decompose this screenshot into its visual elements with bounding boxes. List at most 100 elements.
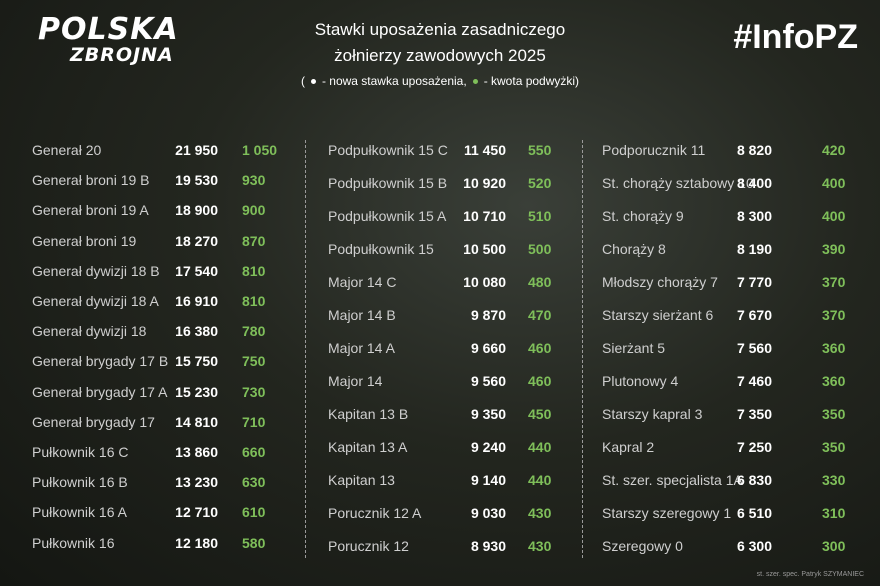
dot	[472, 79, 478, 85]
raise: 750	[242, 353, 266, 370]
raise: 780	[242, 323, 266, 340]
raise: 1 050	[242, 142, 278, 158]
rank: Szeregowy 0	[602, 538, 683, 554]
raise: 390	[822, 241, 846, 257]
raise: 870	[242, 232, 266, 249]
rank: Generał dywizji 18 B	[32, 262, 160, 279]
rank: Major 14 C	[328, 274, 397, 290]
raise: 400	[822, 175, 846, 191]
raise: 330	[822, 472, 846, 488]
salary: 8 400	[736, 175, 772, 191]
rank: Pułkownik 16	[32, 534, 115, 551]
salary: 16 910	[175, 293, 218, 309]
title: Stawki uposażenia zasadniczego	[314, 20, 566, 39]
salary: 6 510	[736, 505, 772, 521]
dot	[310, 79, 316, 85]
salary: 9 870	[470, 307, 506, 323]
rank: Chorąży 8	[602, 241, 666, 257]
logo: ZBROJNA	[70, 44, 174, 66]
rank: Generał dywizji 18 A	[32, 293, 159, 309]
salary: 13 230	[175, 474, 218, 491]
rank: Plutonowy 4	[602, 373, 679, 389]
raise: 580	[242, 534, 266, 551]
raise: 370	[822, 274, 846, 290]
rank: Starszy szeregowy 1	[602, 505, 732, 521]
rank: Sierżant 5	[602, 340, 666, 356]
rank: Generał broni 19	[32, 232, 137, 249]
rank: Pułkownik 16 C	[32, 444, 129, 460]
salary: 19 530	[175, 172, 218, 189]
salary: 18 900	[175, 202, 218, 219]
rank: Generał brygady 17	[32, 413, 155, 430]
rank: Generał 20	[32, 142, 102, 158]
salary: 7 560	[736, 340, 772, 356]
rank: Podpułkownik 15 C	[328, 142, 448, 158]
rank: Młodszy chorąży 7	[602, 274, 718, 290]
rank: St. chorąży 9	[602, 208, 684, 224]
rank: Generał brygady 17 B	[32, 353, 169, 370]
title: żołnierzy zawodowych 2025	[334, 46, 546, 65]
rank: Kapral 2	[602, 439, 655, 455]
raise: 360	[822, 340, 846, 356]
salary: 12 180	[175, 534, 218, 551]
salary: 21 950	[175, 142, 218, 158]
separator	[582, 140, 583, 558]
salary: 6 300	[736, 538, 772, 554]
raise: 810	[242, 262, 266, 279]
rank: Kapitan 13 B	[328, 406, 409, 422]
rank: Podpułkownik 15	[328, 241, 434, 257]
salary: 7 350	[736, 406, 772, 422]
logo: POLSKA	[38, 12, 179, 47]
rank: Starszy kapral 3	[602, 406, 703, 422]
legend-text: - nowa stawka uposażenia,	[321, 74, 467, 88]
raise: 630	[242, 474, 266, 491]
raise: 510	[528, 208, 552, 224]
rank: Major 14 B	[328, 307, 396, 323]
raise: 520	[528, 175, 552, 191]
rank: Porucznik 12	[328, 538, 409, 554]
raise: 440	[528, 472, 552, 488]
salary: 7 250	[736, 439, 772, 455]
raise: 930	[242, 172, 266, 189]
salary: 15 230	[175, 383, 218, 400]
rank: Podporucznik 11	[602, 142, 706, 158]
legend-text: (	[300, 74, 305, 88]
salary: 11 450	[463, 142, 506, 158]
rank: Pułkownik 16 B	[32, 474, 128, 491]
rank: Starszy sierżant 6	[602, 307, 714, 323]
rank: Major 14 A	[328, 340, 395, 356]
salary: 7 770	[736, 274, 772, 290]
hashtag: #InfoPZ	[733, 18, 858, 56]
salary: 10 710	[463, 208, 506, 224]
raise: 710	[242, 413, 266, 430]
raise: 370	[822, 307, 846, 323]
raise: 810	[242, 293, 266, 309]
raise: 470	[528, 307, 552, 323]
salary: 7 670	[736, 307, 772, 323]
salary: 7 460	[736, 373, 772, 389]
raise: 550	[528, 142, 552, 158]
salary: 9 350	[470, 406, 506, 422]
salary: 17 540	[175, 262, 218, 279]
rank: St. szer. specjalista 1A	[602, 472, 743, 488]
raise: 350	[822, 439, 846, 455]
raise: 300	[822, 538, 846, 554]
salary: 8 930	[470, 538, 506, 554]
raise: 360	[822, 373, 846, 389]
raise: 450	[528, 406, 552, 422]
raise: 350	[822, 406, 846, 422]
raise: 900	[242, 202, 266, 219]
salary: 9 560	[470, 373, 506, 389]
rank: Porucznik 12 A	[328, 505, 422, 521]
rank: Major 14	[328, 373, 383, 389]
raise: 480	[528, 274, 552, 290]
salary: 10 080	[463, 274, 506, 290]
rank: Kapitan 13 A	[328, 439, 408, 455]
raise: 430	[528, 505, 552, 521]
salary: 9 660	[470, 340, 506, 356]
salary: 18 270	[175, 232, 218, 249]
rank: Podpułkownik 15 B	[328, 175, 448, 191]
salary: 13 860	[175, 444, 218, 460]
raise: 420	[822, 142, 846, 158]
